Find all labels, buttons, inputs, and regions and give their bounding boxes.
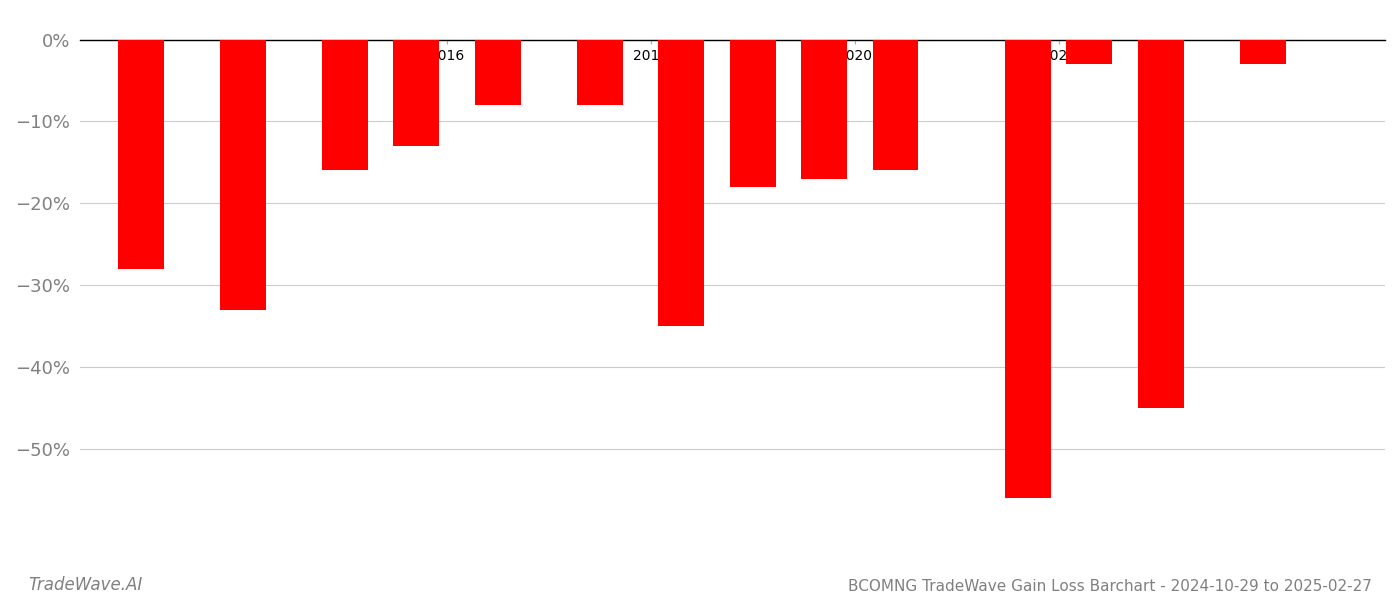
Bar <box>220 40 266 310</box>
Text: BCOMNG TradeWave Gain Loss Barchart - 2024-10-29 to 2025-02-27: BCOMNG TradeWave Gain Loss Barchart - 20… <box>848 579 1372 594</box>
Bar <box>322 40 368 170</box>
Bar <box>475 40 521 105</box>
Bar <box>577 40 623 105</box>
Bar <box>1005 40 1051 498</box>
Bar <box>393 40 440 146</box>
Bar <box>658 40 704 326</box>
Bar <box>118 40 164 269</box>
Bar <box>872 40 918 170</box>
Bar <box>801 40 847 179</box>
Bar <box>1138 40 1183 408</box>
Bar <box>1239 40 1285 64</box>
Text: TradeWave.AI: TradeWave.AI <box>28 576 143 594</box>
Bar <box>729 40 776 187</box>
Bar <box>1067 40 1112 64</box>
